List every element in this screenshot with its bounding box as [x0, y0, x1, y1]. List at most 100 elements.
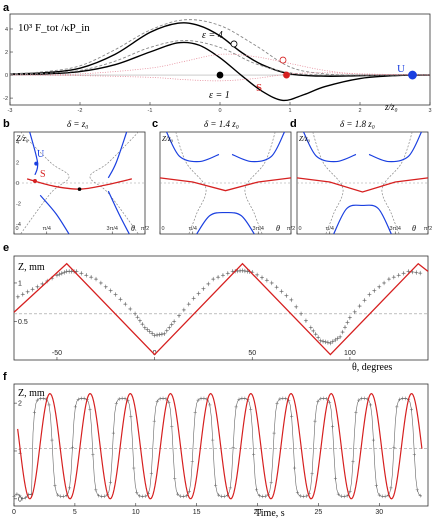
xtick-label: 3π/4 [253, 226, 264, 232]
panel-e-data-point [397, 274, 400, 277]
panel-e-data-point [331, 340, 334, 343]
panel-e-data-point [392, 276, 395, 279]
panel-a-series-line-2 [9, 19, 430, 76]
label-eps1: ε = 1 [209, 90, 230, 101]
blue-arc-bottom [196, 211, 255, 235]
panel-f-xtick-label: 25 [315, 509, 323, 516]
red-curve [296, 177, 429, 193]
panel-e-data-point [300, 312, 302, 315]
panel-e-data-point [109, 289, 112, 292]
panel-a-ytick-label: 4 [5, 27, 8, 33]
panel-c-title: δ = 1.4 z₀ [204, 119, 239, 129]
panel-e-data-point [378, 285, 381, 288]
label-eps4: ε = 4 [202, 30, 223, 41]
panel-e-data-point [373, 289, 376, 292]
panel-b: 0 π/4 3π/4 π/2 -4 -2 0 2 4 [13, 131, 149, 235]
panel-e-data-point [85, 274, 88, 277]
panel-f-letter: f [3, 371, 7, 383]
gray-curve-left [175, 131, 207, 235]
blue-cup-top-left [166, 131, 220, 163]
panel-e-data-point [100, 282, 102, 284]
panel-e-data-point [173, 320, 176, 323]
panel-e-data-point [341, 331, 344, 333]
panel-d-ylabel: Z/z₀ [299, 135, 311, 143]
blue-curve-left-bottom [39, 194, 70, 235]
panel-e-data-point [305, 319, 307, 322]
panel-d-xlabel: θ [412, 224, 416, 233]
panel-a-xlabel: z/z₀ [384, 102, 398, 112]
panel-e-data-point [344, 326, 346, 329]
panel-e-data-point [256, 273, 259, 276]
ytick-label: 4 [16, 140, 19, 146]
xtick-label: π/2 [424, 226, 432, 232]
panel-f-red-sine [17, 392, 423, 500]
panel-a-series-line-5 [9, 72, 431, 82]
panel-b-S: S [40, 169, 46, 180]
blue-cup-top-right [231, 131, 285, 163]
panel-e: -50 0 50 100 0.5 1 [13, 255, 429, 361]
label-S: S [256, 82, 262, 94]
xtick-label: 3π/4 [390, 226, 401, 232]
panel-e-data-point [415, 271, 418, 274]
panel-e-data-point [70, 270, 73, 273]
panel-e-data-point [95, 278, 97, 281]
panel-e-xtick-label: 100 [344, 350, 356, 357]
panel-e-ylabel: Z, mm [18, 262, 45, 273]
panel-d: 0 π/4 3π/4 π/2 [296, 131, 432, 235]
panel-e-data-point [275, 286, 278, 289]
gray-curve-0 [20, 131, 70, 235]
panel-c-xlabel: θ [276, 224, 280, 233]
panel-f-xlabel: Time, s [255, 508, 285, 519]
panel-a-point-open-red [279, 56, 287, 64]
panel-e-data-point [139, 319, 141, 322]
panel-e-data-point [31, 288, 34, 291]
panel-f-ylabel: Z, mm [18, 388, 45, 399]
panel-e-data-point [217, 276, 219, 279]
panel-e-data-point [178, 314, 180, 317]
panel-e-data-point [339, 335, 342, 338]
panel-a-ytick-label: 0 [5, 73, 8, 79]
panel-e-data-point [114, 293, 117, 296]
panel-e-data-point [353, 310, 356, 313]
panel-e-xtick-label: -50 [52, 350, 62, 357]
xtick-label: π/4 [189, 226, 197, 232]
panel-a-letter: a [3, 2, 10, 14]
panel-e-data-point [334, 339, 337, 341]
xtick-label: π/2 [141, 226, 149, 232]
panel-e-data-point [280, 290, 283, 293]
panel-e-ytick-label: 1 [18, 280, 22, 287]
point-U [34, 161, 39, 166]
panel-e-red-line [13, 262, 429, 356]
panel-a-point-U [408, 70, 417, 80]
panel-e-letter: e [3, 242, 9, 254]
panel-e-data-point [90, 276, 93, 279]
panel-e-data-point [151, 332, 154, 335]
panel-e-data-point [148, 330, 151, 333]
panel-e-data-point [346, 321, 349, 324]
panel-a-series-line-4 [9, 53, 431, 76]
panel-e-data-point [261, 276, 263, 279]
panel-e-ytick-label: 0.5 [18, 319, 28, 326]
panel-e-data-point [368, 293, 371, 296]
panel-a-ytick-label: -2 [3, 96, 8, 102]
panel-e-data-point [388, 278, 390, 281]
panel-e-data-point [270, 282, 273, 284]
panel-e-data-point [207, 283, 210, 285]
panel-e-data-point [363, 299, 366, 302]
panel-a-point-S [283, 71, 290, 79]
panel-d-title: δ = 1.8 z₀ [340, 119, 375, 129]
panel-f-ytick-label: 0 [18, 496, 22, 503]
ytick-label: -2 [16, 201, 21, 207]
panel-a-series-line-0 [9, 22, 431, 77]
panel-a-xtick-label: 2 [358, 108, 361, 114]
panel-a-xtick-label: -2 [78, 108, 83, 114]
panel-a-xtick-label: -1 [148, 108, 153, 114]
panel-e-data-point [348, 316, 351, 319]
panel-e-frame [13, 255, 429, 361]
panel-e-data-point [309, 326, 312, 329]
panel-e-data-point [290, 299, 293, 301]
panel-e-data-point [312, 330, 315, 332]
panel-e-data-point [168, 326, 171, 329]
